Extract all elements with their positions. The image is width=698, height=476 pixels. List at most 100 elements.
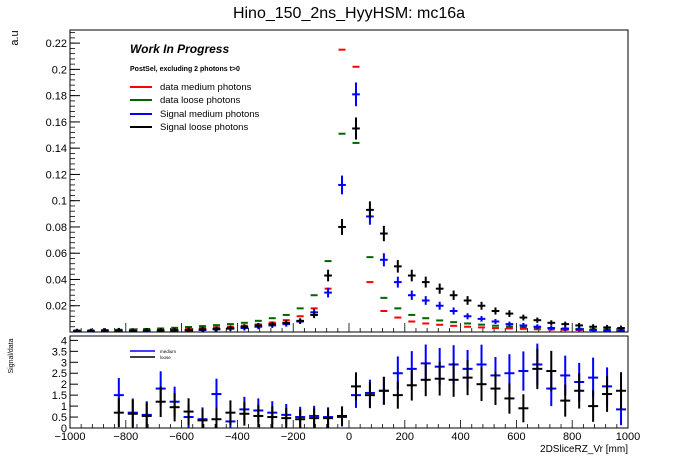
data-point: [324, 287, 332, 298]
data-point: [519, 322, 528, 328]
main-y-tick-label: 0.1: [52, 196, 67, 208]
ratio-point: [504, 383, 515, 414]
main-y-tick-label: 0.22: [46, 38, 67, 50]
ratio-plot-frame: [69, 335, 629, 429]
ratio-y-tick-label: 2.5: [52, 368, 67, 380]
ratio-point: [295, 409, 306, 428]
data-point: [617, 325, 625, 331]
data-point: [421, 296, 430, 305]
ratio-point: [183, 398, 194, 425]
series-signal-medium-photons: [73, 82, 625, 333]
ratio-point: [113, 398, 124, 428]
data-point: [463, 296, 472, 305]
data-point: [533, 324, 542, 330]
ratio-x-tick-label: 800: [563, 431, 581, 443]
ratio-point: [602, 376, 613, 412]
legend-label-data-loose: data loose photons: [160, 95, 241, 106]
main-y-tick-label: 0.02: [46, 301, 67, 313]
ratio-y-axis-label: Signal/data: [8, 338, 15, 373]
data-point: [491, 318, 500, 325]
ratio-legend-label-medium: medium: [160, 349, 176, 354]
ratio-point: [490, 372, 501, 406]
data-point: [421, 276, 430, 288]
ratio-point: [211, 378, 222, 410]
data-point: [603, 324, 611, 330]
ratio-y-tick-label: 2: [61, 379, 67, 391]
ratio-x-axis-ticks: −1000 −800 −600 −400 −200 0 200 400 600 800 1000: [55, 420, 640, 443]
data-point: [366, 201, 374, 219]
data-point: [338, 175, 346, 195]
data-point: [128, 328, 137, 332]
ratio-point: [225, 400, 236, 425]
main-y-tick-label: 0.06: [46, 248, 67, 260]
ratio-point: [476, 367, 487, 402]
data-point: [198, 326, 207, 332]
data-point: [324, 269, 332, 282]
ratio-point: [281, 407, 292, 428]
ratio-y-tick-label: 1: [61, 401, 67, 413]
data-point: [282, 320, 291, 326]
ratio-point: [574, 372, 585, 409]
data-point: [575, 322, 584, 328]
data-point: [101, 328, 109, 332]
ratio-point: [532, 348, 543, 390]
main-y-tick-label: 0.18: [46, 91, 67, 103]
ratio-y-tick-label: 0: [61, 423, 67, 435]
ratio-point: [406, 369, 417, 401]
data-point: [519, 314, 528, 321]
main-legend: data medium photons data loose photons S…: [130, 82, 260, 133]
legend-label-data-medium: data medium photons: [160, 82, 252, 93]
ratio-point: [616, 372, 627, 410]
ratio-point: [337, 406, 348, 426]
ratio-point: [155, 386, 166, 418]
data-point: [73, 328, 81, 333]
data-point: [435, 301, 444, 310]
ratio-plot-series: [113, 343, 627, 428]
main-y-tick-label: 0.16: [46, 117, 67, 129]
ratio-point: [323, 408, 334, 428]
ratio-x-tick-label: −400: [225, 431, 250, 443]
data-point: [338, 219, 346, 235]
work-in-progress-label: Work In Progress: [130, 42, 229, 56]
series-data-medium-photons: [73, 48, 625, 332]
ratio-x-tick-label: −600: [169, 431, 194, 443]
series-signal-loose-photons: [73, 117, 625, 333]
ratio-x-tick-label: 1000: [616, 431, 640, 443]
ratio-legend-label-loose: loose: [160, 355, 171, 360]
data-point: [589, 324, 597, 330]
data-point: [226, 325, 235, 331]
data-point: [505, 310, 514, 317]
ratio-point: [169, 392, 180, 422]
main-x-axis-ticks: [69, 323, 629, 332]
data-point: [380, 253, 388, 267]
selection-label: PostSel, excluding 2 photons t>0: [130, 66, 240, 73]
data-point: [477, 316, 486, 322]
ratio-y-axis-ticks: 00.511.522.533.54: [52, 335, 78, 435]
ratio-point: [518, 351, 529, 391]
ratio-x-tick-label: 200: [396, 431, 414, 443]
data-point: [170, 327, 179, 332]
data-point: [505, 321, 514, 327]
main-y-tick-label: 0.14: [46, 143, 67, 155]
data-point: [268, 321, 277, 327]
data-point: [254, 322, 263, 328]
data-point: [435, 283, 444, 294]
data-point: [380, 225, 388, 242]
ratio-point: [448, 362, 459, 397]
ratio-y-tick-label: 3.5: [52, 346, 67, 358]
legend-label-signal-medium: Signal medium photons: [160, 109, 260, 120]
data-point: [491, 307, 500, 315]
ratio-point: [211, 407, 222, 428]
data-point: [352, 117, 360, 140]
ratio-point: [588, 390, 599, 422]
ratio-x-tick-label: 0: [346, 431, 352, 443]
ratio-point: [462, 360, 473, 396]
data-point: [142, 328, 151, 332]
ratio-point: [350, 372, 361, 401]
main-y-axis-ticks: 0.02 0.04 0.06 0.08 0.1 0.12 0.14 0.16 0.18 0.2 0.…: [46, 32, 80, 333]
data-point: [393, 260, 402, 273]
ratio-point: [127, 399, 138, 428]
data-point: [156, 327, 165, 332]
ratio-point: [392, 381, 403, 409]
